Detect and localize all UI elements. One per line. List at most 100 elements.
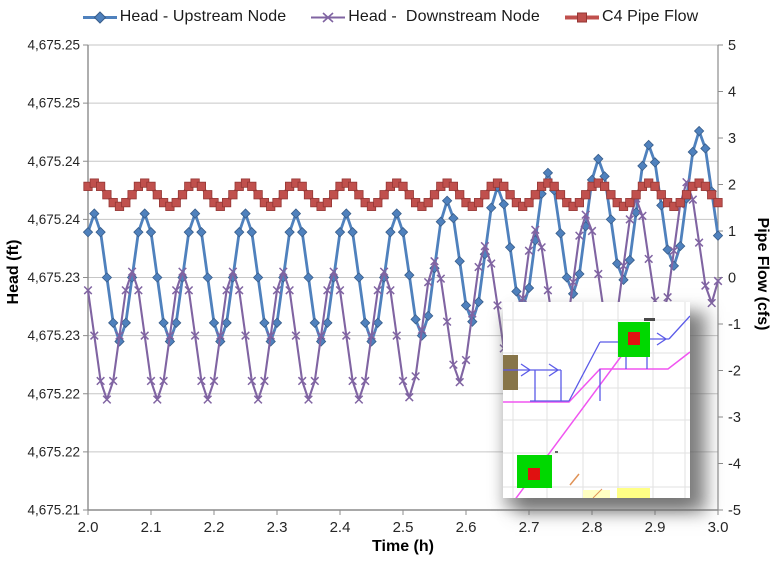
right-tick-label: 0 xyxy=(728,271,736,287)
diamond-marker xyxy=(649,157,661,168)
diamond-marker xyxy=(322,317,333,329)
square-marker xyxy=(675,198,685,208)
diamond-marker xyxy=(89,208,100,219)
x-cross-marker xyxy=(184,285,194,295)
square-marker xyxy=(650,181,660,191)
square-marker xyxy=(146,181,156,191)
diamond-marker xyxy=(297,226,308,238)
legend-label-head-upstream: Head - Upstream Node xyxy=(119,8,287,25)
diamond-marker xyxy=(145,226,157,238)
x-cross-marker xyxy=(537,242,546,252)
x-cross-marker xyxy=(436,274,446,283)
x-cross-marker xyxy=(190,331,200,340)
diamond-marker xyxy=(259,317,270,329)
x-cross-marker xyxy=(669,246,679,256)
diamond-marker xyxy=(385,226,396,238)
square-marker xyxy=(473,198,484,208)
x-cross-marker xyxy=(228,267,238,277)
diamond-marker xyxy=(360,317,371,329)
diamond-marker xyxy=(133,226,144,238)
x-cross-marker xyxy=(304,395,313,404)
x-cross-marker xyxy=(360,376,370,386)
x-cross-marker xyxy=(417,325,427,335)
x-tick-label: 2.7 xyxy=(519,519,540,536)
square-marker xyxy=(297,181,307,191)
square-marker xyxy=(713,198,723,208)
square-marker xyxy=(347,181,358,191)
x-cross-marker xyxy=(341,331,351,340)
diamond-marker xyxy=(454,256,465,267)
inset-gridlines xyxy=(503,302,690,498)
right-axis-title: Pipe Flow (cfs) xyxy=(754,217,771,331)
square-marker xyxy=(303,190,314,200)
diamond-marker xyxy=(221,317,232,329)
diamond-marker xyxy=(158,317,169,329)
square-marker xyxy=(379,190,389,200)
diamond-marker xyxy=(555,228,566,239)
diamond-marker xyxy=(196,226,207,238)
diamond-marker xyxy=(593,153,604,165)
x-cross-marker xyxy=(449,360,458,370)
x-cross-marker xyxy=(140,331,150,340)
diamond-marker xyxy=(341,208,352,219)
square-marker xyxy=(228,190,238,200)
x-cross-marker xyxy=(253,395,263,404)
diamond-marker xyxy=(460,300,472,311)
x-cross-marker xyxy=(354,395,364,404)
right-tick-label: 3 xyxy=(728,131,736,147)
diamond-marker xyxy=(511,286,522,297)
x-cross-marker xyxy=(398,376,408,386)
left-tick-label: 4,675.23 xyxy=(27,270,80,285)
diamond-marker xyxy=(423,310,434,322)
square-marker xyxy=(221,198,232,208)
right-tick-label: 2 xyxy=(728,178,736,194)
x-cross-marker xyxy=(568,277,578,287)
x-cross-marker xyxy=(474,262,483,272)
square-marker xyxy=(171,198,181,208)
diamond-marker xyxy=(208,317,220,329)
diamond-marker xyxy=(675,240,686,252)
x-cross-marker xyxy=(379,267,389,277)
x-cross-marker xyxy=(707,298,717,308)
diamond-marker xyxy=(139,208,150,219)
diamond-marker xyxy=(441,195,453,206)
x-cross-marker xyxy=(209,376,219,386)
x-cross-marker xyxy=(323,285,332,295)
node-lower xyxy=(517,455,552,488)
x-tick-label: 2.8 xyxy=(582,519,603,536)
diamond-marker xyxy=(353,272,365,283)
diamond-marker xyxy=(284,226,295,238)
square-marker xyxy=(127,190,137,200)
x-cross-marker xyxy=(178,267,187,277)
square-marker xyxy=(631,190,641,200)
diamond-marker xyxy=(498,199,509,210)
square-marker xyxy=(700,181,711,191)
x-cross-marker xyxy=(152,395,162,404)
x-cross-marker xyxy=(581,210,591,220)
diamond-marker xyxy=(605,214,617,225)
diamond-marker xyxy=(152,272,163,283)
right-tick-label: 5 xyxy=(728,38,736,54)
x-cross-marker xyxy=(404,392,414,402)
x-cross-marker xyxy=(423,277,433,287)
diamond-marker xyxy=(246,226,257,238)
x-tick-label: 2.2 xyxy=(204,519,225,536)
x-cross-marker xyxy=(102,395,112,404)
diamond-marker xyxy=(712,230,724,241)
square-marker-icon xyxy=(564,12,599,22)
square-marker xyxy=(530,190,540,200)
diamond-marker xyxy=(347,226,358,238)
left-tick-label: 4,675.24 xyxy=(27,212,80,227)
x-cross-marker xyxy=(121,285,131,295)
right-tick-label: 4 xyxy=(728,85,736,101)
square-marker xyxy=(581,190,591,200)
diamond-marker xyxy=(95,226,106,238)
x-cross-marker xyxy=(392,331,402,340)
diamond-marker xyxy=(473,296,484,308)
x-cross-marker xyxy=(530,225,540,235)
x-cross-marker xyxy=(467,309,477,318)
diamond-marker xyxy=(234,226,245,238)
right-tick-label: -5 xyxy=(728,503,741,519)
square-marker xyxy=(555,190,566,200)
